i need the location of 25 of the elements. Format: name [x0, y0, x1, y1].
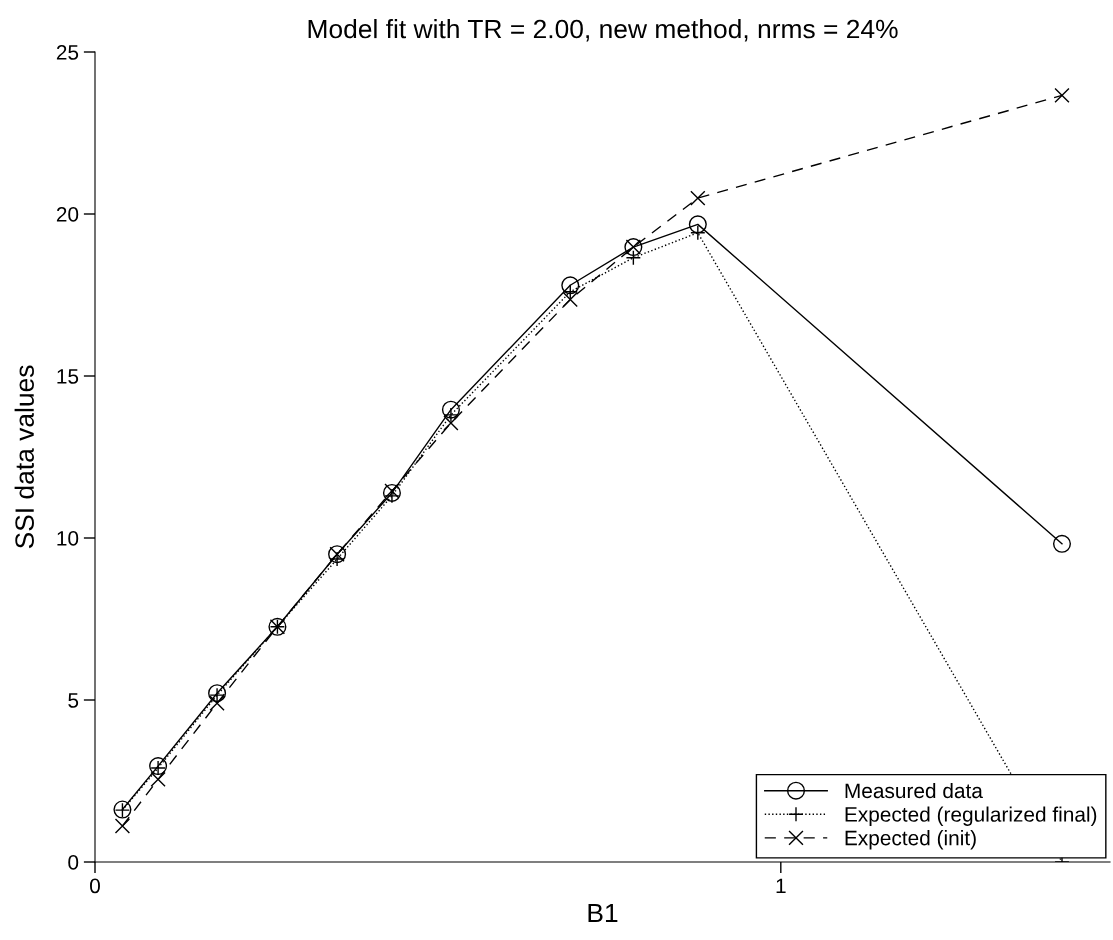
y-tick-label: 0 [68, 855, 79, 870]
y-tick-label: 15 [57, 369, 79, 384]
point [625, 250, 642, 266]
point [443, 415, 459, 431]
y-tick-label: 5 [68, 693, 79, 708]
point [150, 771, 166, 788]
y-tick-label: 25 [56, 45, 79, 60]
legend-label: Expected (init) [845, 830, 976, 850]
legend-label: Expected (regularized final) [845, 806, 1097, 826]
point [441, 400, 460, 419]
point [114, 818, 131, 834]
y-axis-title: SSI data values [14, 365, 34, 549]
point [209, 695, 225, 711]
point [690, 190, 706, 206]
point [1054, 87, 1070, 104]
point [1052, 534, 1072, 553]
point [562, 291, 578, 308]
chart-title: Model fit with TR = 2.00, new method, nrms = 24% [308, 18, 898, 42]
point [561, 276, 580, 295]
x-tick-label: 1 [776, 878, 786, 894]
x-axis-title: B1 [588, 903, 618, 923]
legend-label: Measured data [845, 782, 983, 799]
y-tick-label: 10 [57, 531, 79, 546]
y-tick-label: 20 [56, 207, 79, 222]
point [688, 215, 707, 234]
